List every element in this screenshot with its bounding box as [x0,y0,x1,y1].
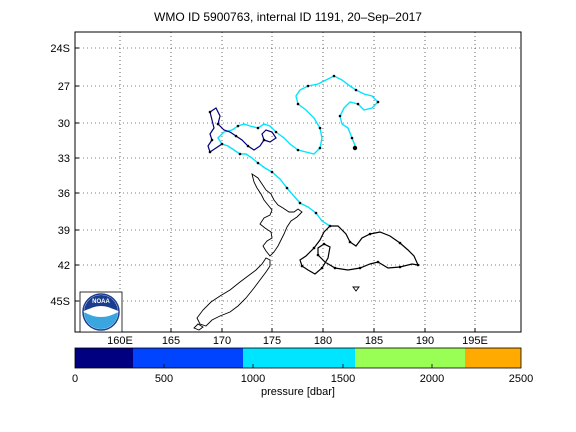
map-title: WMO ID 5900763, internal ID 1191, 20–Sep… [154,10,422,24]
new-zealand-coastline [193,172,360,331]
colorbar-tick-label: 2000 [420,373,444,385]
lat-label: 39 [58,225,70,237]
colorbar-tick-label: 1000 [241,373,265,385]
colorbar-segment [75,348,133,368]
lat-label: 33 [58,153,70,165]
colorbar-tick-label: 500 [155,373,173,385]
colorbar-label: pressure [dbar] [261,386,335,398]
colorbar-segment [465,348,521,368]
longitude-labels: 160E 165 170 175 180 185 190 195E [107,335,488,347]
lat-label: 24S [50,43,70,55]
lon-label: 195E [462,335,488,347]
lon-label: 165 [162,335,180,347]
map-frame [74,31,522,333]
lon-label: 180 [314,335,332,347]
north-island-outline [251,172,303,257]
colorbar-segment [355,348,465,368]
colorbar-tick-label: 2500 [509,373,533,385]
chatham-islands-outline [352,286,360,292]
colorbar-segment [243,348,355,368]
stewart-island-outline [193,323,204,331]
float-track [207,74,420,275]
colorbar-tick-label: 0 [72,373,78,385]
colorbar-tick-label: 1500 [331,373,355,385]
lat-label: 30 [58,118,70,130]
noaa-logo-text: NOAA [92,299,110,305]
colorbar-segment [133,348,243,368]
lat-label: 42 [58,260,70,272]
latitude-labels: 24S 27 30 33 36 39 42 45S [50,43,70,308]
noaa-logo: NOAA [79,291,123,333]
pressure-colorbar: 0 500 1000 1500 2000 2500 [72,347,533,385]
lon-label: 185 [365,335,383,347]
lat-label: 45S [50,296,70,308]
profile-markers [208,74,420,270]
float-track-shallow [217,75,379,227]
lon-label: 190 [416,335,434,347]
lon-label: 175 [263,335,281,347]
lon-label: 160E [107,335,133,347]
south-island-outline [196,257,271,327]
lat-label: 36 [58,188,70,200]
track-end-marker [352,145,358,151]
lat-label: 27 [58,81,70,93]
lon-label: 170 [213,335,231,347]
